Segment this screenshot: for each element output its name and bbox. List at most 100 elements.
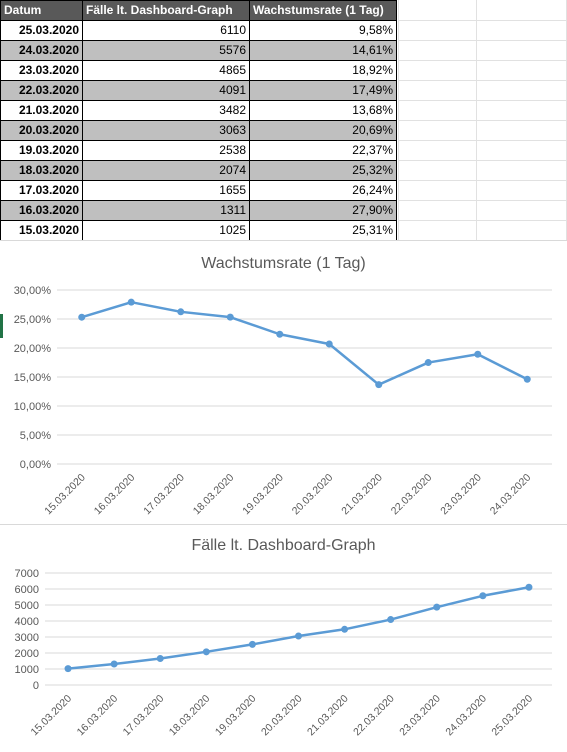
data-point xyxy=(474,350,482,358)
series-line xyxy=(67,586,530,670)
series-line xyxy=(81,300,528,386)
x-tick-label: 21.03.2020 xyxy=(339,472,385,518)
header-rate[interactable]: Wachstumsrate (1 Tag) xyxy=(249,0,397,21)
cell-rate[interactable]: 25,31% xyxy=(249,220,397,241)
y-tick-label: 5,00% xyxy=(20,430,51,442)
data-point xyxy=(202,648,210,656)
y-tick-label: 20,00% xyxy=(14,343,52,355)
data-point xyxy=(276,330,284,338)
cell-date[interactable]: 20.03.2020 xyxy=(0,120,83,141)
x-tick-label: 20.03.2020 xyxy=(259,693,305,739)
chart-title: Wachstumsrate (1 Tag) xyxy=(201,255,366,272)
data-point xyxy=(78,313,86,321)
data-point xyxy=(248,640,256,648)
cell-cases[interactable]: 1311 xyxy=(82,200,250,221)
y-tick-label: 10,00% xyxy=(14,401,52,413)
cell-rate[interactable]: 14,61% xyxy=(249,40,397,61)
x-tick-label: 19.03.2020 xyxy=(240,472,286,518)
data-point xyxy=(295,632,302,640)
cell-date[interactable]: 17.03.2020 xyxy=(0,180,83,201)
y-tick-label: 30,00% xyxy=(14,285,52,297)
cell-rate[interactable]: 20,69% xyxy=(249,120,397,141)
cell-date[interactable]: 24.03.2020 xyxy=(0,40,83,61)
cell-date[interactable]: 22.03.2020 xyxy=(0,80,83,101)
x-tick-label: 16.03.2020 xyxy=(75,693,121,739)
data-point xyxy=(375,381,383,389)
x-tick-label: 17.03.2020 xyxy=(141,472,187,518)
cell-cases[interactable]: 2538 xyxy=(82,140,250,161)
y-tick-label: 6000 xyxy=(15,584,39,596)
cell-cases[interactable]: 1655 xyxy=(82,180,250,201)
x-tick-label: 18.03.2020 xyxy=(191,472,237,518)
table-row: 25.03.2020 6110 9,58% xyxy=(0,20,397,41)
data-point xyxy=(523,375,531,383)
cell-cases[interactable]: 6110 xyxy=(82,20,250,41)
cell-cases[interactable]: 3482 xyxy=(82,100,250,121)
table-row: 21.03.2020 3482 13,68% xyxy=(0,100,397,121)
table-row: 22.03.2020 4091 17,49% xyxy=(0,80,397,101)
chart-separator xyxy=(0,240,567,241)
table-row: 24.03.2020 5576 14,61% xyxy=(0,40,397,61)
data-point xyxy=(433,603,441,611)
y-tick-label: 5000 xyxy=(15,600,39,612)
x-tick-label: 24.03.2020 xyxy=(488,472,534,518)
chart-separator xyxy=(0,524,567,525)
growth-rate-plot: 0,00% 5,00% 10,00% 15,00% 20,00% 25,00% 30,00%… xyxy=(14,285,552,518)
cell-cases[interactable]: 4091 xyxy=(82,80,250,101)
x-tick-label: 19.03.2020 xyxy=(213,693,259,739)
cell-date[interactable]: 25.03.2020 xyxy=(0,20,83,41)
header-cases[interactable]: Fälle lt. Dashboard-Graph xyxy=(82,0,250,21)
cell-date[interactable]: 18.03.2020 xyxy=(0,160,83,181)
cell-date[interactable]: 21.03.2020 xyxy=(0,100,83,121)
cell-rate[interactable]: 17,49% xyxy=(249,80,397,101)
cell-rate[interactable]: 25,32% xyxy=(249,160,397,181)
x-tick-label: 16.03.2020 xyxy=(92,472,138,518)
y-tick-label: 0 xyxy=(33,680,39,692)
data-point xyxy=(127,298,135,306)
x-tick-label: 15.03.2020 xyxy=(29,693,75,739)
table-row: 20.03.2020 3063 20,69% xyxy=(0,120,397,141)
x-tick-label: 23.03.2020 xyxy=(438,472,484,518)
cell-cases[interactable]: 5576 xyxy=(82,40,250,61)
y-tick-label: 2000 xyxy=(15,648,39,660)
cell-date[interactable]: 16.03.2020 xyxy=(0,200,83,221)
cell-cases[interactable]: 4865 xyxy=(82,60,250,81)
cell-rate[interactable]: 13,68% xyxy=(249,100,397,121)
y-tick-label: 1000 xyxy=(15,664,39,676)
table-header-row: Datum Fälle lt. Dashboard-Graph Wachstum… xyxy=(0,0,397,21)
cell-cases[interactable]: 1025 xyxy=(82,220,250,241)
cell-date[interactable]: 23.03.2020 xyxy=(0,60,83,81)
data-point xyxy=(177,308,185,316)
table-row: 16.03.2020 1311 27,90% xyxy=(0,200,397,221)
cases-chart[interactable]: Fälle lt. Dashboard-Graph 0 1000 2000 3000 4… xyxy=(0,525,567,747)
cell-rate[interactable]: 26,24% xyxy=(249,180,397,201)
cell-cases[interactable]: 2074 xyxy=(82,160,250,181)
y-tick-label: 0,00% xyxy=(20,459,51,471)
x-tick-label: 20.03.2020 xyxy=(290,472,336,518)
cell-rate[interactable]: 27,90% xyxy=(249,200,397,221)
x-tick-label: 23.03.2020 xyxy=(397,693,443,739)
sheet-indicator xyxy=(0,314,3,338)
data-point xyxy=(156,655,164,663)
cell-cases[interactable]: 3063 xyxy=(82,120,250,141)
table-row: 19.03.2020 2538 22,37% xyxy=(0,140,397,161)
cell-date[interactable]: 15.03.2020 xyxy=(0,220,83,241)
data-point xyxy=(341,625,349,633)
y-tick-label: 15,00% xyxy=(14,372,52,384)
data-point xyxy=(110,660,118,668)
cell-rate[interactable]: 22,37% xyxy=(249,140,397,161)
cell-date[interactable]: 19.03.2020 xyxy=(0,140,83,161)
header-datum[interactable]: Datum xyxy=(0,0,83,21)
table-row: 18.03.2020 2074 25,32% xyxy=(0,160,397,181)
x-tick-label: 15.03.2020 xyxy=(42,472,88,518)
growth-rate-chart[interactable]: Wachstumsrate (1 Tag) 0,00% 5,00% 10,00% 15… xyxy=(0,241,567,524)
data-point xyxy=(525,583,533,591)
data-point xyxy=(64,665,72,673)
cell-rate[interactable]: 9,58% xyxy=(249,20,397,41)
data-point xyxy=(424,359,432,367)
cell-rate[interactable]: 18,92% xyxy=(249,60,397,81)
data-point xyxy=(387,616,395,624)
y-tick-label: 25,00% xyxy=(14,314,52,326)
data-table: Datum Fälle lt. Dashboard-Graph Wachstum… xyxy=(0,0,397,241)
